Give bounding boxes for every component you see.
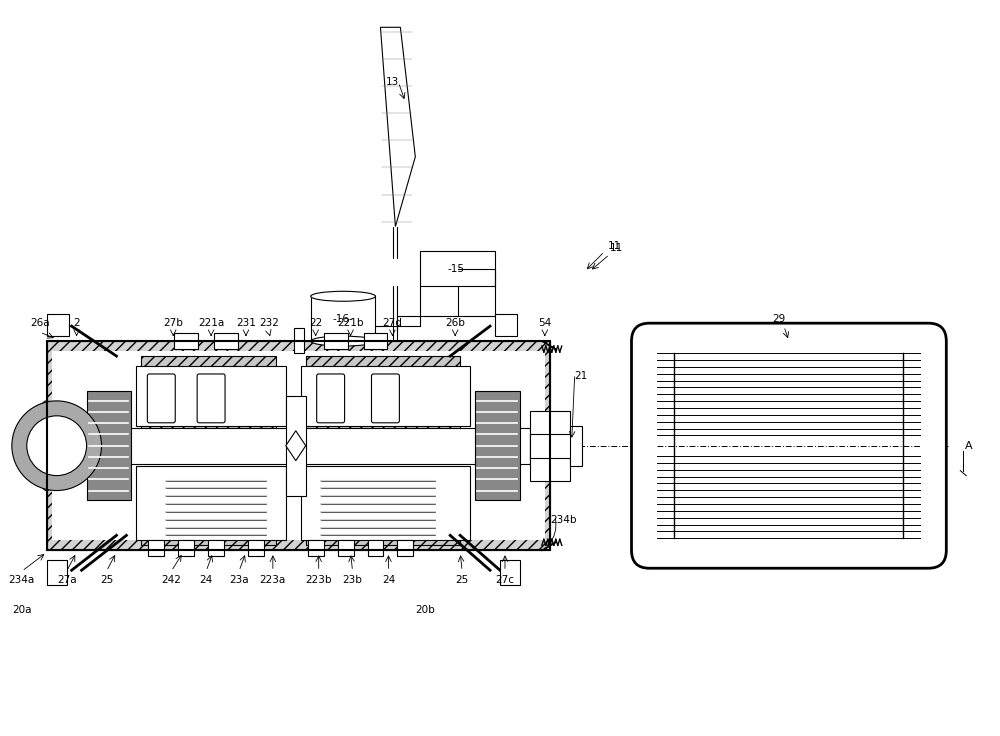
- Text: 223a: 223a: [260, 576, 286, 585]
- Circle shape: [27, 416, 87, 475]
- Bar: [47, 341, 550, 551]
- Bar: [178, 540, 194, 556]
- Text: 25: 25: [456, 576, 469, 585]
- Text: 21: 21: [575, 371, 588, 381]
- Text: 242: 242: [161, 576, 181, 585]
- Bar: [47, 446, 550, 551]
- Bar: [141, 475, 276, 545]
- Ellipse shape: [34, 401, 59, 490]
- Text: 22: 22: [309, 318, 322, 328]
- Bar: [530, 434, 580, 458]
- Text: 26b: 26b: [445, 318, 465, 328]
- Text: 27b: 27b: [163, 318, 183, 328]
- Bar: [136, 466, 286, 540]
- FancyBboxPatch shape: [147, 374, 175, 422]
- Polygon shape: [286, 431, 306, 461]
- Text: 25: 25: [100, 576, 113, 585]
- Ellipse shape: [311, 336, 375, 346]
- Text: 11: 11: [608, 241, 621, 252]
- Text: A: A: [964, 441, 972, 450]
- Text: 20b: 20b: [415, 605, 435, 615]
- Polygon shape: [380, 27, 415, 227]
- Text: 24: 24: [199, 576, 213, 585]
- Bar: [338, 540, 354, 556]
- Text: -15-: -15-: [447, 264, 468, 274]
- Bar: [570, 426, 582, 466]
- Bar: [294, 328, 304, 353]
- Text: 23a: 23a: [229, 576, 249, 585]
- Bar: [530, 411, 570, 481]
- Text: 23b: 23b: [343, 576, 362, 585]
- Text: 11: 11: [610, 244, 623, 253]
- Bar: [420, 252, 495, 286]
- Text: 27a: 27a: [57, 576, 76, 585]
- FancyBboxPatch shape: [317, 374, 345, 422]
- Text: 221a: 221a: [198, 318, 224, 328]
- Bar: [306, 356, 460, 431]
- Bar: [286, 396, 306, 495]
- Bar: [475, 391, 520, 500]
- FancyBboxPatch shape: [632, 323, 946, 568]
- Bar: [214, 333, 238, 349]
- Bar: [248, 540, 264, 556]
- Bar: [47, 341, 550, 446]
- Bar: [136, 366, 286, 426]
- Text: 27d: 27d: [382, 318, 402, 328]
- Text: 54: 54: [538, 318, 551, 328]
- Bar: [301, 366, 470, 426]
- Text: 13: 13: [385, 77, 399, 87]
- Bar: [148, 540, 164, 556]
- Bar: [311, 297, 375, 341]
- FancyBboxPatch shape: [197, 374, 225, 422]
- Bar: [52, 351, 545, 441]
- Text: 234a: 234a: [9, 576, 35, 585]
- Circle shape: [12, 401, 102, 490]
- Text: 26a: 26a: [30, 318, 50, 328]
- Bar: [301, 466, 470, 540]
- Bar: [174, 333, 198, 349]
- Bar: [82, 428, 530, 464]
- Bar: [495, 314, 517, 336]
- Bar: [308, 540, 324, 556]
- Text: 231: 231: [236, 318, 256, 328]
- Bar: [364, 333, 387, 349]
- Bar: [87, 391, 131, 500]
- Bar: [47, 314, 69, 336]
- Text: -16-: -16-: [333, 314, 353, 324]
- Bar: [208, 540, 224, 556]
- Bar: [368, 540, 383, 556]
- Text: 223b: 223b: [305, 576, 332, 585]
- Text: 2: 2: [73, 318, 80, 328]
- Text: 232: 232: [259, 318, 279, 328]
- Bar: [47, 560, 67, 585]
- Text: 24: 24: [382, 576, 395, 585]
- Text: 234b: 234b: [550, 515, 576, 526]
- Text: 29: 29: [772, 314, 786, 324]
- Bar: [306, 475, 460, 545]
- Bar: [500, 560, 520, 585]
- Text: 27c: 27c: [495, 576, 514, 585]
- Ellipse shape: [311, 291, 375, 301]
- Bar: [324, 333, 348, 349]
- Bar: [141, 356, 276, 431]
- FancyBboxPatch shape: [371, 374, 399, 422]
- Bar: [397, 540, 413, 556]
- Bar: [52, 450, 545, 540]
- Text: 20a: 20a: [12, 605, 32, 615]
- Text: 221b: 221b: [337, 318, 364, 328]
